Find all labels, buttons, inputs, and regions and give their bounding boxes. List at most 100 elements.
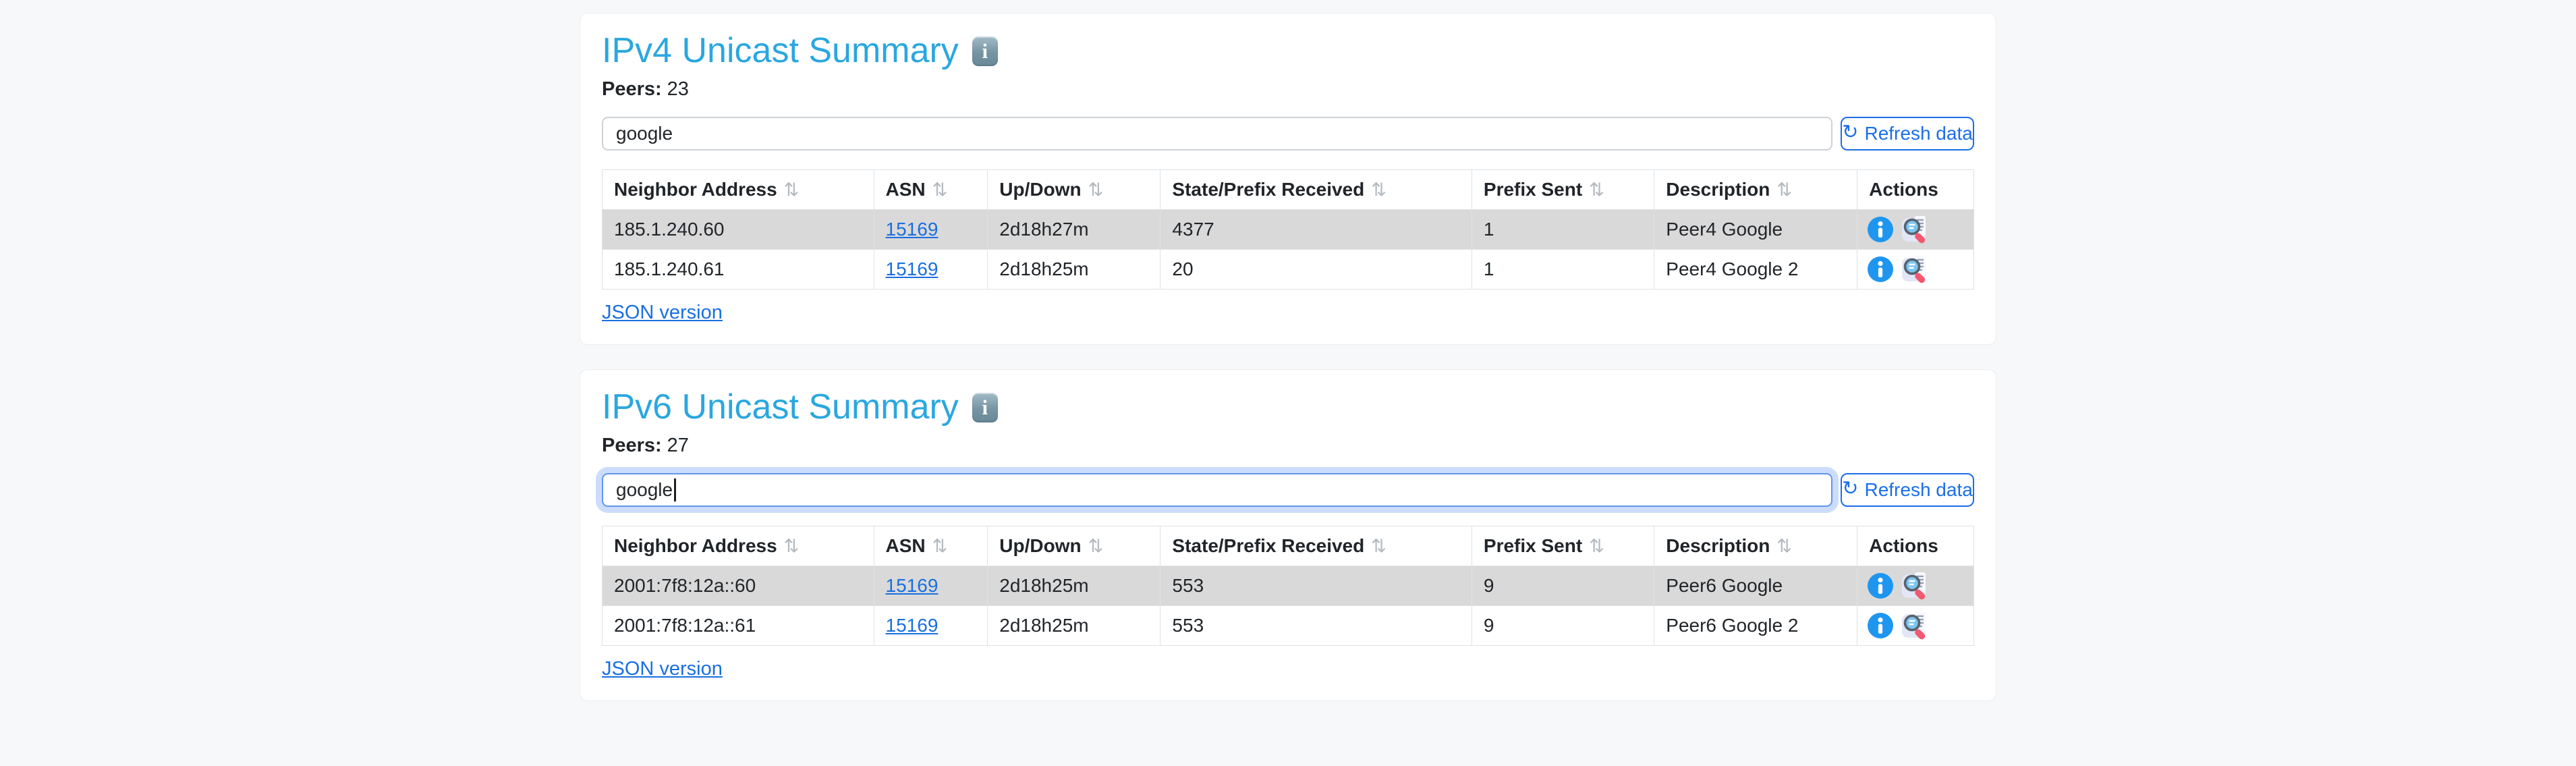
up-down-cell: 2d18h25m — [987, 605, 1161, 646]
filter-toolbar: ↻ Refresh data — [602, 116, 1974, 151]
json-version-link[interactable]: JSON version — [602, 657, 723, 680]
table-row: 185.1.240.60 15169 2d18h27m 4377 1 Peer4… — [602, 209, 1974, 250]
column-header-neighbor-address[interactable]: Neighbor Address ⇅ — [602, 525, 874, 566]
prefix-sent-cell: 9 — [1471, 565, 1655, 606]
column-header-asn[interactable]: ASN ⇅ — [873, 169, 988, 210]
column-header-up-down[interactable]: Up/Down ⇅ — [987, 169, 1161, 210]
table-row: 185.1.240.61 15169 2d18h25m 20 1 Peer4 G… — [602, 248, 1974, 290]
asn-link[interactable]: 15169 — [885, 614, 939, 636]
sort-icon: ⇅ — [1776, 179, 1792, 200]
prefix-sent-cell: 1 — [1471, 248, 1655, 290]
document-magnifier-icon[interactable] — [1901, 215, 1930, 244]
info-circle-icon[interactable] — [1867, 572, 1894, 599]
peer-filter-input[interactable] — [602, 116, 1832, 151]
info-circle-icon[interactable] — [1867, 612, 1894, 639]
up-down-cell: 2d18h25m — [987, 248, 1161, 290]
refresh-icon: ↻ — [1842, 478, 1859, 500]
column-header-actions: Actions — [1857, 525, 1974, 566]
table-row: 2001:7f8:12a::60 15169 2d18h25m 553 9 Pe… — [602, 565, 1974, 606]
description-cell: Peer6 Google — [1654, 565, 1858, 606]
column-header-actions: Actions — [1857, 169, 1974, 210]
neighbor-address-cell: 2001:7f8:12a::60 — [602, 565, 874, 606]
sort-icon: ⇅ — [1589, 535, 1604, 556]
peers-count: 23 — [667, 78, 689, 100]
card-title: IPv6 Unicast Summary i — [602, 387, 1974, 428]
document-magnifier-icon[interactable] — [1901, 611, 1930, 640]
refresh-data-button[interactable]: ↻ Refresh data — [1841, 472, 1974, 507]
actions-cell — [1857, 605, 1974, 646]
neighbor-address-cell: 185.1.240.61 — [602, 248, 874, 290]
json-version-line: JSON version — [602, 658, 1974, 680]
json-version-line: JSON version — [602, 302, 1974, 324]
up-down-cell: 2d18h25m — [987, 565, 1161, 606]
refresh-button-label: Refresh data — [1864, 122, 1973, 144]
info-circle-icon[interactable] — [1867, 256, 1894, 283]
sort-icon: ⇅ — [1088, 179, 1104, 200]
card-title-text: IPv4 Unicast Summary — [602, 31, 959, 70]
state-prefix-received-cell: 553 — [1160, 565, 1472, 606]
info-icon[interactable]: i — [972, 36, 998, 66]
prefix-sent-cell: 1 — [1471, 209, 1655, 250]
actions-cell — [1857, 248, 1974, 290]
text-cursor — [674, 478, 677, 501]
document-magnifier-icon[interactable] — [1901, 254, 1930, 284]
table-row: 2001:7f8:12a::61 15169 2d18h25m 553 9 Pe… — [602, 605, 1974, 646]
peers-table: Neighbor Address ⇅ ASN ⇅ Up/Down ⇅ State/Pr… — [602, 169, 1974, 290]
asn-link[interactable]: 15169 — [885, 574, 939, 596]
column-header-up-down[interactable]: Up/Down ⇅ — [987, 525, 1161, 566]
sort-icon: ⇅ — [932, 179, 948, 200]
asn-cell: 15169 — [873, 605, 988, 646]
actions-cell — [1857, 565, 1974, 606]
neighbor-address-cell: 185.1.240.60 — [602, 209, 874, 250]
state-prefix-received-cell: 553 — [1160, 605, 1472, 646]
asn-cell: 15169 — [873, 209, 988, 250]
sort-icon: ⇅ — [1776, 535, 1792, 556]
sort-icon: ⇅ — [783, 535, 800, 556]
info-circle-icon[interactable] — [1867, 216, 1894, 243]
refresh-button-label: Refresh data — [1864, 478, 1973, 500]
ipv6-summary-card: IPv6 Unicast Summary i Peers: 27 google ↻… — [580, 368, 1996, 701]
description-cell: Peer4 Google 2 — [1654, 248, 1858, 290]
table-header-row: Neighbor Address ⇅ ASN ⇅ Up/Down ⇅ State/Pr… — [602, 525, 1974, 566]
column-header-state-prefix-received[interactable]: State/Prefix Received ⇅ — [1160, 169, 1472, 210]
json-version-link[interactable]: JSON version — [602, 301, 723, 323]
peers-count: 27 — [667, 434, 689, 456]
column-header-prefix-sent[interactable]: Prefix Sent ⇅ — [1471, 525, 1655, 566]
asn-link[interactable]: 15169 — [885, 258, 939, 279]
filter-toolbar: google ↻ Refresh data — [602, 472, 1974, 507]
card-title: IPv4 Unicast Summary i — [602, 31, 1974, 72]
info-icon[interactable]: i — [972, 392, 998, 422]
description-cell: Peer4 Google — [1654, 209, 1858, 250]
peer-filter-input[interactable]: google — [602, 472, 1832, 507]
sort-icon: ⇅ — [1589, 179, 1604, 200]
up-down-cell: 2d18h27m — [987, 209, 1161, 250]
actions-cell — [1857, 209, 1974, 250]
description-cell: Peer6 Google 2 — [1654, 605, 1858, 646]
peers-table: Neighbor Address ⇅ ASN ⇅ Up/Down ⇅ State/Pr… — [602, 525, 1974, 646]
peers-count-line: Peers: 23 — [602, 78, 1974, 101]
column-header-description[interactable]: Description ⇅ — [1654, 169, 1858, 210]
refresh-data-button[interactable]: ↻ Refresh data — [1841, 116, 1974, 151]
table-header-row: Neighbor Address ⇅ ASN ⇅ Up/Down ⇅ State/Pr… — [602, 169, 1974, 210]
sort-icon: ⇅ — [1088, 535, 1104, 556]
sort-icon: ⇅ — [932, 535, 948, 556]
column-header-neighbor-address[interactable]: Neighbor Address ⇅ — [602, 169, 874, 210]
document-magnifier-icon[interactable] — [1901, 571, 1930, 601]
asn-cell: 15169 — [873, 248, 988, 290]
sort-icon: ⇅ — [783, 179, 800, 200]
asn-cell: 15169 — [873, 565, 988, 606]
sort-icon: ⇅ — [1371, 535, 1387, 556]
peers-label: Peers: — [602, 434, 662, 456]
asn-link[interactable]: 15169 — [885, 218, 939, 240]
filter-input-value: google — [616, 478, 673, 500]
peers-count-line: Peers: 27 — [602, 435, 1974, 457]
refresh-icon: ↻ — [1842, 121, 1859, 144]
neighbor-address-cell: 2001:7f8:12a::61 — [602, 605, 874, 646]
ipv4-summary-card: IPv4 Unicast Summary i Peers:23 ↻ Refres… — [580, 13, 1996, 345]
prefix-sent-cell: 9 — [1471, 605, 1655, 646]
column-header-description[interactable]: Description ⇅ — [1654, 525, 1858, 566]
column-header-state-prefix-received[interactable]: State/Prefix Received ⇅ — [1160, 525, 1472, 566]
column-header-asn[interactable]: ASN ⇅ — [873, 525, 988, 566]
state-prefix-received-cell: 4377 — [1160, 209, 1472, 250]
column-header-prefix-sent[interactable]: Prefix Sent ⇅ — [1471, 169, 1655, 210]
